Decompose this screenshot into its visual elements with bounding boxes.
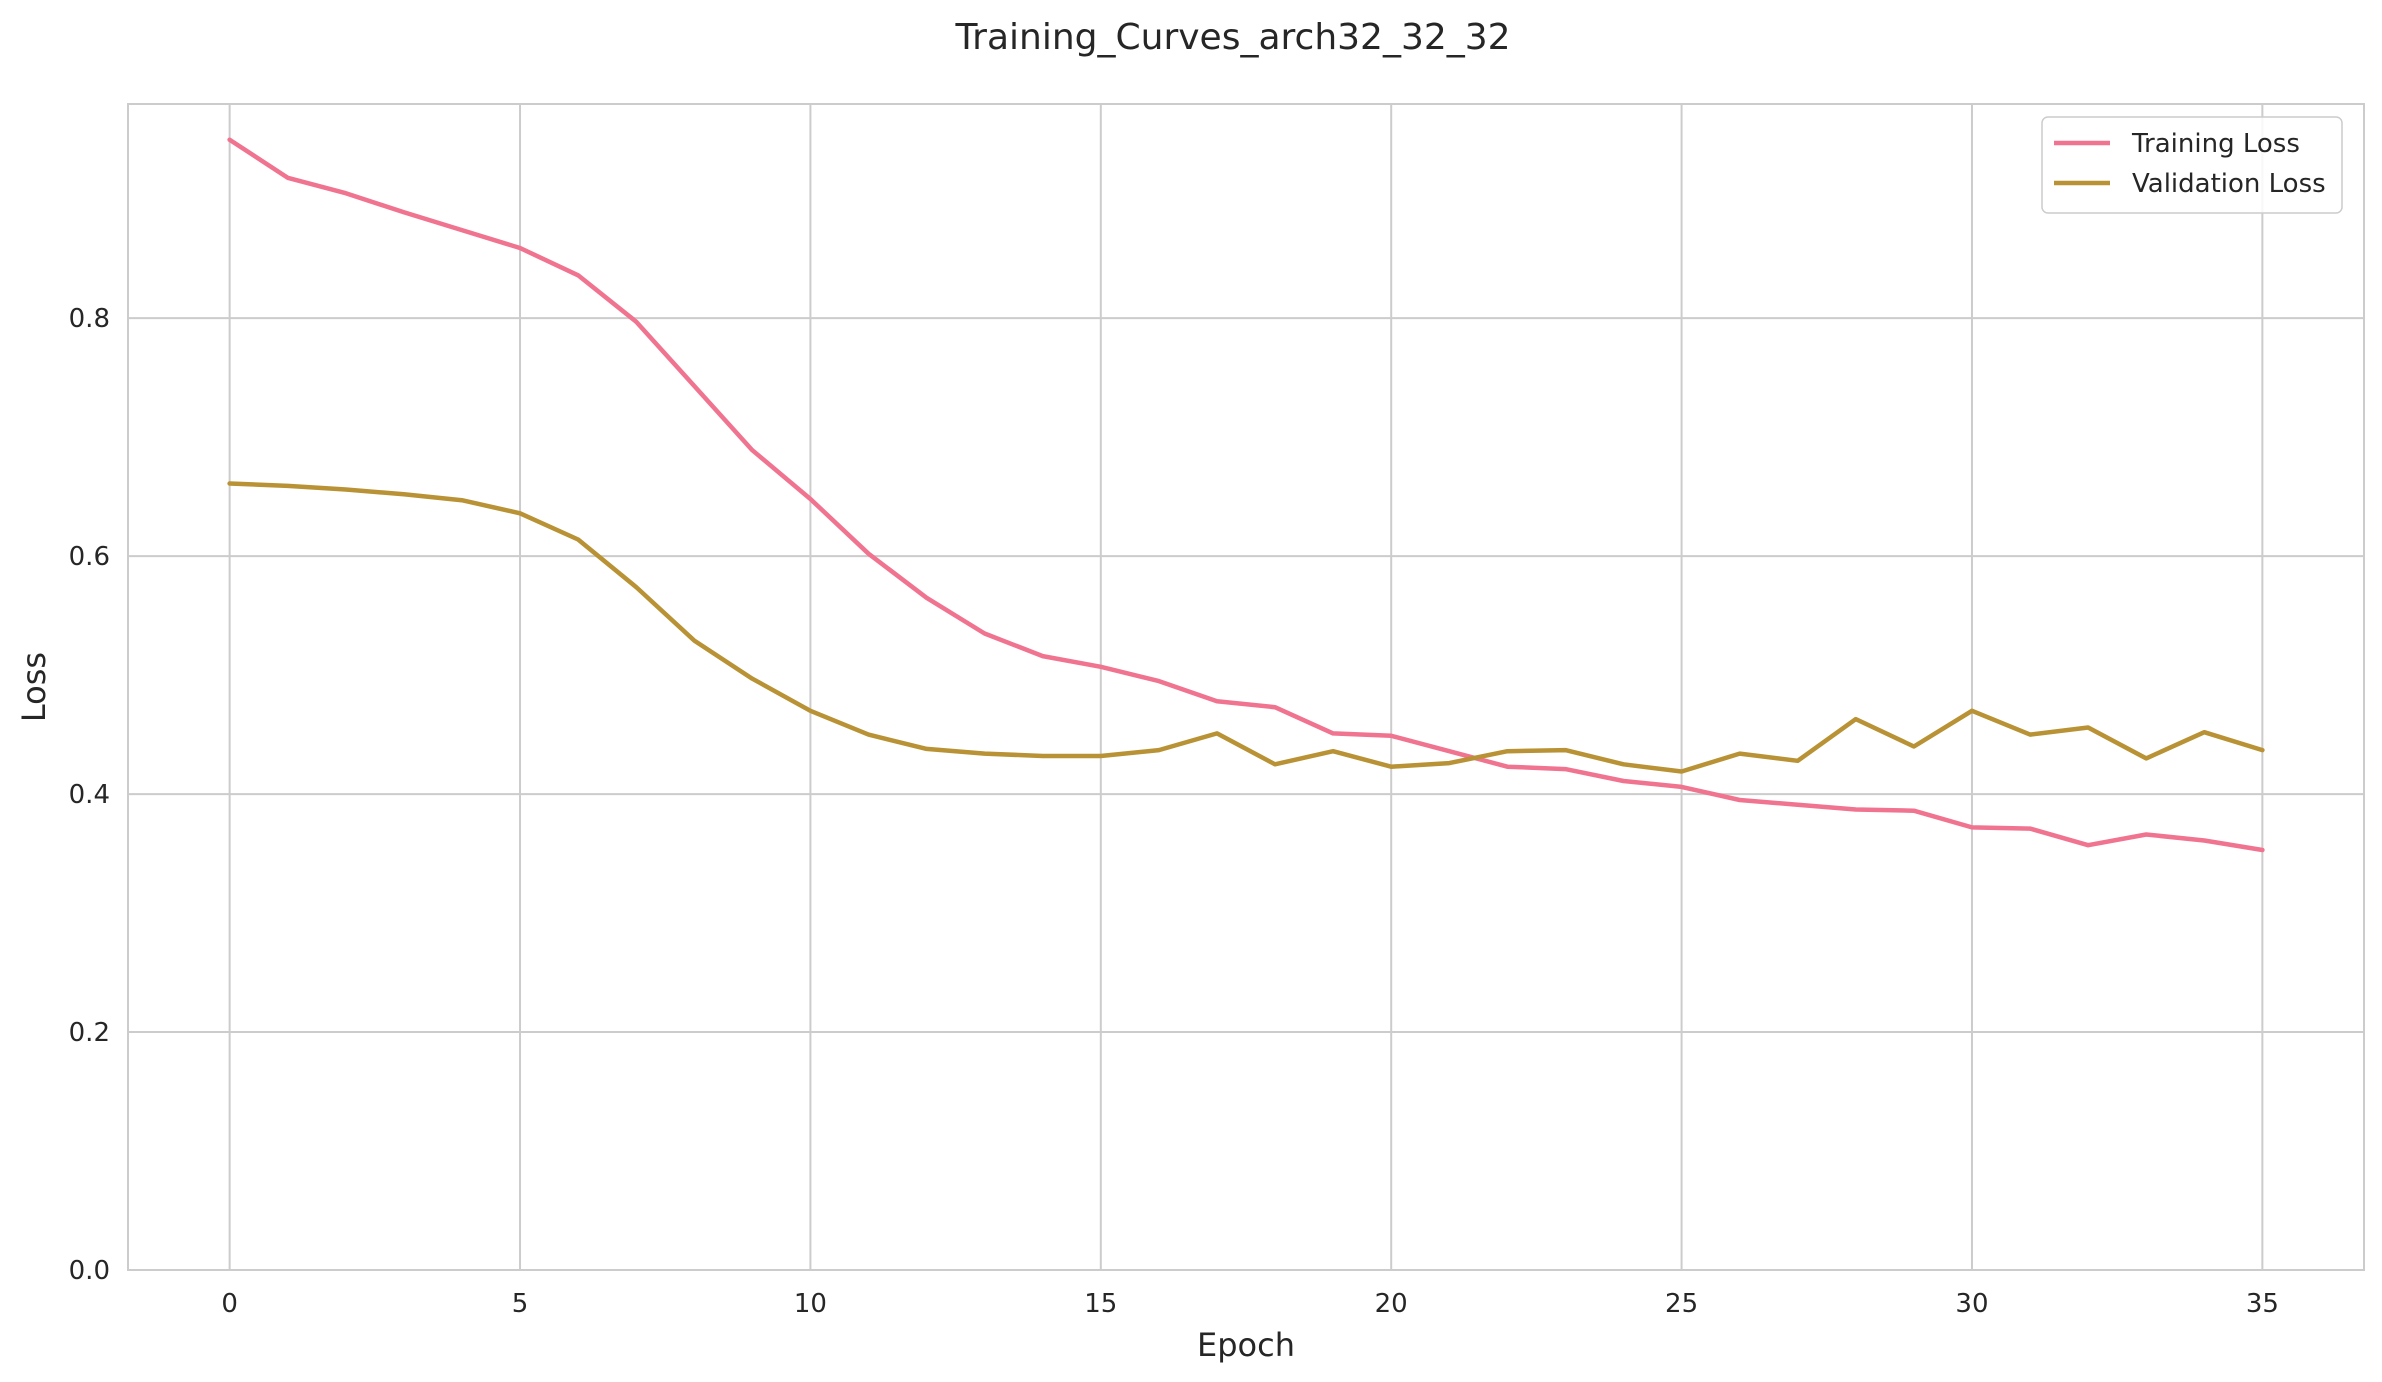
x-tick-label: 5	[512, 1289, 529, 1319]
legend-box	[2041, 116, 2343, 214]
plot-frame	[127, 103, 2365, 1271]
y-tick-label: 0.0	[69, 1256, 110, 1286]
y-tick-label: 0.8	[69, 304, 110, 334]
x-tick-label: 25	[1665, 1289, 1698, 1319]
x-tick-label: 0	[221, 1289, 238, 1319]
legend: Training Loss Validation Loss	[2041, 116, 2343, 214]
x-tick-labels: 0 5 10 15 20 25 30 35	[221, 1289, 2279, 1319]
y-tick-labels: 0.0 0.2 0.4 0.6 0.8	[69, 304, 110, 1286]
series-lines	[227, 137, 2265, 853]
grid-lines	[128, 104, 2364, 1271]
series-line-training-loss	[227, 137, 2265, 853]
y-tick-label: 0.2	[69, 1018, 110, 1048]
legend-label-training-loss: Training Loss	[2131, 129, 2300, 159]
x-tick-label: 10	[794, 1289, 827, 1319]
x-tick-label: 35	[2246, 1289, 2279, 1319]
chart-title: Training_Curves_arch32_32_32	[954, 17, 1510, 58]
x-axis-label: Epoch	[1197, 1326, 1295, 1364]
y-tick-label: 0.6	[69, 542, 110, 572]
series-line-validation-loss	[227, 481, 2265, 774]
y-axis-label: Loss	[15, 652, 53, 722]
x-tick-label: 30	[1955, 1289, 1988, 1319]
x-tick-label: 15	[1084, 1289, 1117, 1319]
x-tick-label: 20	[1375, 1289, 1408, 1319]
y-tick-label: 0.4	[69, 780, 110, 810]
legend-label-validation-loss: Validation Loss	[2132, 169, 2326, 199]
